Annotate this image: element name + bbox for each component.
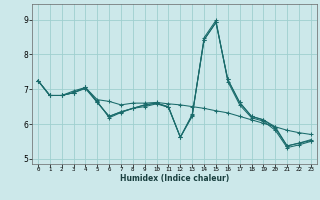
X-axis label: Humidex (Indice chaleur): Humidex (Indice chaleur) <box>120 174 229 183</box>
